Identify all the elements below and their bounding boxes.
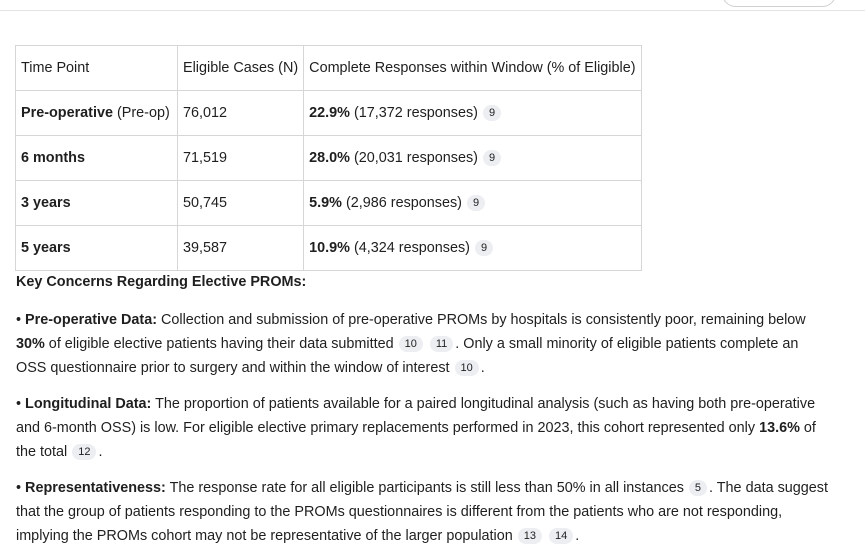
citation[interactable]: 9	[474, 240, 494, 256]
citation[interactable]: 13	[517, 528, 542, 544]
citation[interactable]: 14	[549, 528, 574, 544]
text: Collection and submission of pre-operati…	[157, 312, 806, 328]
time-cell: Pre-operative (Pre-op)	[15, 90, 178, 136]
cases-cell: 76,012	[176, 90, 305, 136]
cases-cell: 50,745	[176, 180, 305, 226]
cases-cell: 71,519	[176, 135, 305, 181]
bullet-paragraph: Longitudinal Data: The proportion of pat…	[16, 392, 828, 464]
time-cell: 6 months	[15, 135, 178, 181]
section-heading: Key Concerns Regarding Elective PROMs:	[16, 274, 307, 290]
text: of eligible elective patients having the…	[44, 336, 394, 352]
bullet-paragraph: Representativeness: The response rate fo…	[16, 476, 828, 548]
citation[interactable]: 9	[466, 195, 486, 211]
bold-text: Pre-operative Data:	[25, 312, 158, 328]
header-cell: Complete Responses within Window (% of E…	[303, 45, 642, 91]
bullet-paragraph: Pre-operative Data: Collection and submi…	[16, 308, 828, 380]
response-cell: 5.9% (2,986 responses) 9	[303, 180, 642, 226]
header-cell: Time Point	[15, 45, 178, 91]
response-percent: 22.9%	[309, 105, 350, 121]
text: The proportion of patients available for…	[16, 396, 816, 436]
data-table: Time Point Eligible Cases (N) Complete R…	[15, 45, 642, 271]
response-count: (2,986 responses)	[341, 195, 462, 211]
text: . Only a small minority of eligible pati…	[16, 336, 799, 376]
citation[interactable]: 10	[398, 336, 423, 352]
text: The response rate for all eligible parti…	[165, 480, 684, 496]
text: .	[480, 360, 485, 376]
response-cell: 28.0% (20,031 responses) 9	[303, 135, 642, 181]
time-cell: 5 years	[15, 225, 178, 271]
table-row: 5 years 39,587 10.9% (4,324 responses) 9	[15, 225, 642, 271]
citation[interactable]: 5	[688, 480, 708, 496]
header-cell: Eligible Cases (N)	[176, 45, 305, 91]
table-row: 3 years 50,745 5.9% (2,986 responses) 9	[15, 180, 642, 226]
response-percent: 5.9%	[309, 195, 342, 211]
header-row: Time Point Eligible Cases (N) Complete R…	[15, 45, 642, 91]
citation[interactable]: 10	[454, 360, 479, 376]
cases-cell: 39,587	[176, 225, 305, 271]
citation[interactable]: 9	[482, 105, 502, 121]
time-label: 3 years	[21, 195, 71, 211]
text: of the total	[16, 420, 816, 460]
table-row: Pre-operative (Pre-op) 76,012 22.9% (17,37…	[15, 90, 642, 136]
time-label: 5 years	[21, 240, 71, 256]
time-note: (Pre-op)	[112, 105, 170, 121]
response-count: (17,372 responses)	[349, 105, 478, 121]
response-percent: 28.0%	[309, 150, 350, 166]
citation[interactable]: 9	[482, 150, 502, 166]
divider	[0, 10, 865, 11]
text: .	[575, 528, 580, 544]
bold-text: Longitudinal Data:	[25, 396, 152, 412]
bold-text: 13.6%	[759, 420, 800, 436]
button[interactable]	[722, 0, 836, 7]
response-count: (4,324 responses)	[349, 240, 470, 256]
response-percent: 10.9%	[309, 240, 350, 256]
table-row: 6 months 71,519 28.0% (20,031 responses) 9	[15, 135, 642, 181]
text: .	[98, 444, 103, 460]
text: . The data suggest that the group of pat…	[16, 480, 828, 544]
time-label: 6 months	[21, 150, 85, 166]
citation[interactable]: 12	[72, 444, 97, 460]
response-cell: 10.9% (4,324 responses) 9	[303, 225, 642, 271]
bold-text: 30%	[16, 336, 45, 352]
citation[interactable]: 11	[429, 336, 454, 352]
time-cell: 3 years	[15, 180, 178, 226]
response-cell: 22.9% (17,372 responses) 9	[303, 90, 642, 136]
bold-text: Representativeness:	[25, 480, 166, 496]
paragraphs: Pre-operative Data: Collection and submi…	[16, 308, 828, 553]
response-count: (20,031 responses)	[349, 150, 478, 166]
time-label: Pre-operative	[21, 105, 113, 121]
